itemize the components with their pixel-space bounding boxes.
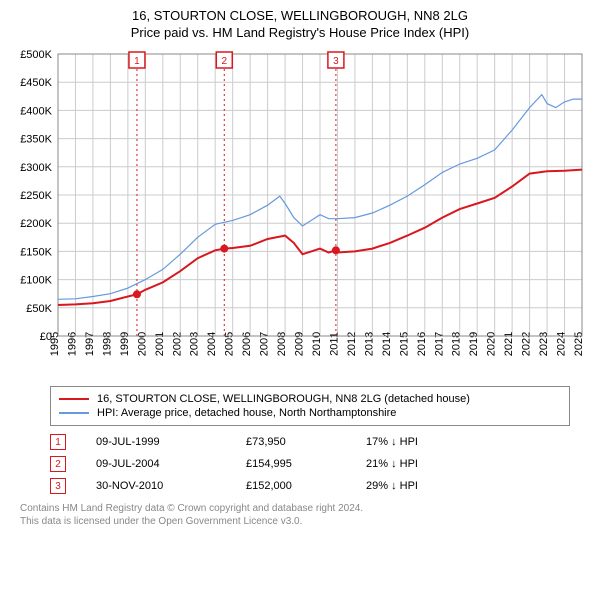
- svg-text:2024: 2024: [556, 332, 568, 356]
- svg-text:2012: 2012: [346, 332, 358, 356]
- svg-text:£250K: £250K: [20, 190, 52, 202]
- svg-text:1998: 1998: [101, 332, 113, 356]
- svg-text:2002: 2002: [171, 332, 183, 356]
- svg-text:2025: 2025: [573, 332, 585, 356]
- legend-swatch-blue: [59, 412, 89, 414]
- table-row: 3 30-NOV-2010 £152,000 29% ↓ HPI: [50, 478, 590, 494]
- svg-text:1996: 1996: [66, 332, 78, 356]
- svg-text:£400K: £400K: [20, 105, 52, 117]
- legend-label-red: 16, STOURTON CLOSE, WELLINGBOROUGH, NN8 …: [97, 393, 470, 405]
- svg-text:2000: 2000: [136, 332, 148, 356]
- tx-price: £152,000: [246, 480, 366, 492]
- tx-marker-1: 1: [50, 434, 66, 450]
- tx-delta: 17% ↓ HPI: [366, 436, 486, 448]
- table-row: 1 09-JUL-1999 £73,950 17% ↓ HPI: [50, 434, 590, 450]
- svg-text:2015: 2015: [398, 332, 410, 356]
- svg-text:2003: 2003: [189, 332, 201, 356]
- svg-text:£450K: £450K: [20, 77, 52, 89]
- svg-text:2018: 2018: [451, 332, 463, 356]
- footer-line2: This data is licensed under the Open Gov…: [20, 515, 590, 528]
- svg-text:2010: 2010: [311, 332, 323, 356]
- svg-text:2022: 2022: [521, 332, 533, 356]
- svg-text:1: 1: [134, 56, 140, 67]
- svg-text:£50K: £50K: [26, 303, 52, 315]
- legend-box: 16, STOURTON CLOSE, WELLINGBOROUGH, NN8 …: [50, 386, 570, 426]
- svg-text:£200K: £200K: [20, 218, 52, 230]
- tx-delta: 29% ↓ HPI: [366, 480, 486, 492]
- tx-marker-3: 3: [50, 478, 66, 494]
- svg-text:2007: 2007: [259, 332, 271, 356]
- svg-text:2001: 2001: [154, 332, 166, 356]
- svg-text:2013: 2013: [363, 332, 375, 356]
- svg-text:1999: 1999: [119, 332, 131, 356]
- footer-line1: Contains HM Land Registry data © Crown c…: [20, 502, 590, 515]
- title-address: 16, STOURTON CLOSE, WELLINGBOROUGH, NN8 …: [10, 8, 590, 23]
- svg-text:3: 3: [333, 56, 339, 67]
- tx-date: 09-JUL-1999: [96, 436, 246, 448]
- svg-text:2019: 2019: [468, 332, 480, 356]
- tx-marker-2: 2: [50, 456, 66, 472]
- transaction-table: 1 09-JUL-1999 £73,950 17% ↓ HPI 2 09-JUL…: [50, 434, 590, 494]
- legend-item-red: 16, STOURTON CLOSE, WELLINGBOROUGH, NN8 …: [59, 393, 561, 405]
- svg-text:2021: 2021: [503, 332, 515, 356]
- svg-text:2005: 2005: [224, 332, 236, 356]
- svg-text:£350K: £350K: [20, 134, 52, 146]
- svg-text:£300K: £300K: [20, 162, 52, 174]
- svg-text:2006: 2006: [241, 332, 253, 356]
- svg-text:2014: 2014: [381, 332, 393, 356]
- svg-text:2009: 2009: [294, 332, 306, 356]
- tx-delta: 21% ↓ HPI: [366, 458, 486, 470]
- svg-text:1997: 1997: [84, 332, 96, 356]
- svg-text:£100K: £100K: [20, 275, 52, 287]
- line-chart-svg: £0£50K£100K£150K£200K£250K£300K£350K£400…: [10, 46, 590, 376]
- chart-container: 16, STOURTON CLOSE, WELLINGBOROUGH, NN8 …: [0, 0, 600, 538]
- svg-text:£500K: £500K: [20, 49, 52, 61]
- svg-text:2020: 2020: [486, 332, 498, 356]
- chart-title: 16, STOURTON CLOSE, WELLINGBOROUGH, NN8 …: [10, 8, 590, 40]
- legend-item-blue: HPI: Average price, detached house, Nort…: [59, 407, 561, 419]
- tx-price: £73,950: [246, 436, 366, 448]
- svg-text:1995: 1995: [49, 332, 61, 356]
- legend-label-blue: HPI: Average price, detached house, Nort…: [97, 407, 396, 419]
- svg-text:2004: 2004: [206, 332, 218, 356]
- legend-swatch-red: [59, 398, 89, 400]
- plot-area: £0£50K£100K£150K£200K£250K£300K£350K£400…: [10, 46, 590, 376]
- footer-attribution: Contains HM Land Registry data © Crown c…: [20, 502, 590, 528]
- svg-text:2016: 2016: [416, 332, 428, 356]
- title-subtitle: Price paid vs. HM Land Registry's House …: [10, 25, 590, 40]
- tx-date: 30-NOV-2010: [96, 480, 246, 492]
- svg-text:2023: 2023: [538, 332, 550, 356]
- tx-date: 09-JUL-2004: [96, 458, 246, 470]
- svg-text:2008: 2008: [276, 332, 288, 356]
- svg-text:£150K: £150K: [20, 246, 52, 258]
- tx-price: £154,995: [246, 458, 366, 470]
- svg-text:2017: 2017: [433, 332, 445, 356]
- svg-text:2: 2: [222, 56, 228, 67]
- table-row: 2 09-JUL-2004 £154,995 21% ↓ HPI: [50, 456, 590, 472]
